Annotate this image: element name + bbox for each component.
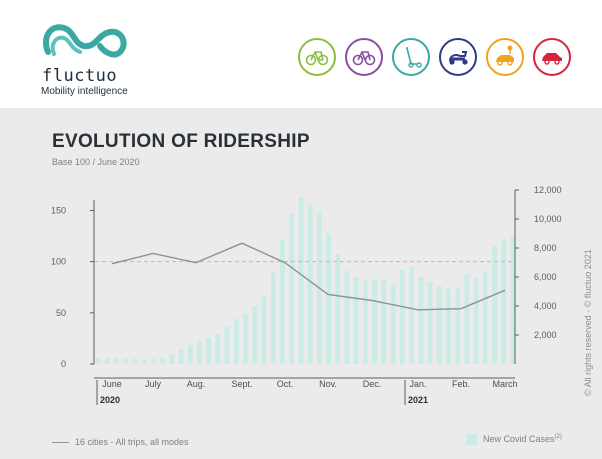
covid-bar (95, 358, 101, 364)
covid-bar (409, 266, 414, 364)
year-label: 2021 (408, 395, 428, 405)
legend-bar-entry: New Covid Cases(2) (466, 434, 562, 446)
covid-bar (510, 236, 516, 364)
covid-bar (363, 279, 368, 364)
header: fluctuo Mobility intelligence (0, 0, 602, 108)
covid-bar (252, 306, 258, 364)
legend-bar-note: (2) (554, 434, 562, 440)
covid-bar (243, 313, 248, 365)
right-axis-tick-label: 6,000 (534, 272, 557, 282)
legend-line-label: 16 cities - All trips, all modes (75, 437, 189, 447)
x-axis-tick-label: Sept. (231, 379, 252, 389)
x-axis-tick-label: March (492, 379, 517, 389)
x-axis-tick-label: Nov. (319, 379, 337, 389)
right-axis-tick-label: 2,000 (534, 330, 557, 340)
covid-bar (270, 272, 276, 364)
covid-bar (206, 337, 211, 364)
ridership-line (111, 242, 506, 311)
x-axis-tick-label: July (145, 379, 162, 389)
covid-bar (178, 349, 184, 364)
legend-line-swatch (52, 442, 69, 444)
left-axis-tick-label: 150 (51, 205, 66, 215)
bicycle-icon[interactable] (345, 38, 383, 76)
covid-bar (400, 269, 405, 365)
x-axis-tick-label: Feb. (452, 379, 470, 389)
car-icon[interactable] (533, 38, 571, 76)
covid-bar (261, 297, 267, 364)
covid-bar (501, 239, 507, 364)
legend-line-entry: 16 cities - All trips, all modes (52, 437, 189, 447)
covid-bar (151, 358, 156, 364)
brand-tagline: Mobility intelligence (41, 86, 128, 97)
x-axis-tick-label: Jan. (409, 379, 426, 389)
copyright-text: © All rights reserved - © fluctuo 2021 (583, 249, 593, 396)
x-axis-tick-label: Oct. (277, 379, 294, 389)
covid-bar (436, 285, 442, 364)
covid-bar (381, 279, 387, 364)
covid-bar (446, 288, 451, 364)
covid-bar (224, 326, 230, 364)
covid-bar (123, 358, 128, 364)
legend-bar-label: New Covid Cases (483, 434, 555, 444)
left-axis-tick-label: 100 (51, 257, 66, 267)
car-sharing-icon[interactable] (486, 38, 524, 76)
covid-bar (483, 271, 488, 364)
kick-scooter-icon[interactable] (392, 38, 430, 76)
right-axis-tick-label: 12,000 (534, 185, 562, 195)
covid-bar (298, 197, 304, 365)
covid-bar (187, 345, 193, 364)
covid-bar (418, 277, 424, 364)
bike-share-icon[interactable] (298, 38, 336, 76)
covid-bar (473, 278, 479, 364)
left-axis-tick-label: 0 (61, 359, 66, 369)
brand-name: fluctuo (42, 66, 118, 86)
covid-bar (353, 277, 359, 364)
covid-bar (215, 333, 221, 364)
covid-bar (197, 340, 202, 364)
x-axis-tick-label: Aug. (187, 379, 206, 389)
fluctuo-logo-icon (43, 24, 127, 58)
covid-bar (326, 233, 331, 364)
chart-title: EVOLUTION OF RIDERSHIP (52, 131, 310, 152)
covid-bar (169, 353, 175, 364)
covid-bar (307, 204, 313, 364)
covid-bar (160, 358, 165, 364)
left-axis-tick-label: 50 (56, 308, 66, 318)
covid-bar (344, 271, 350, 364)
covid-bar (234, 319, 239, 364)
covid-bar (289, 213, 294, 364)
x-axis-tick-label: June (102, 379, 122, 389)
covid-bar (132, 358, 138, 364)
x-axis-tick-label: Dec. (363, 379, 382, 389)
right-axis-tick-label: 4,000 (534, 301, 557, 311)
covid-bar (427, 281, 433, 364)
covid-bar (390, 284, 396, 365)
chart-subtitle: Base 100 / June 2020 (52, 157, 140, 167)
covid-bar (455, 287, 460, 364)
covid-bar (280, 239, 285, 364)
year-label: 2020 (100, 395, 120, 405)
covid-bar (335, 253, 341, 364)
covid-bar (464, 274, 470, 364)
covid-bar (372, 279, 377, 364)
right-axis-tick-label: 8,000 (534, 243, 557, 253)
covid-bar (492, 246, 497, 364)
covid-bar (141, 359, 147, 364)
covid-bar (114, 358, 119, 364)
legend-bar-swatch (466, 434, 477, 446)
moped-icon[interactable] (439, 38, 477, 76)
covid-bar (104, 358, 110, 364)
right-axis-tick-label: 10,000 (534, 214, 562, 224)
